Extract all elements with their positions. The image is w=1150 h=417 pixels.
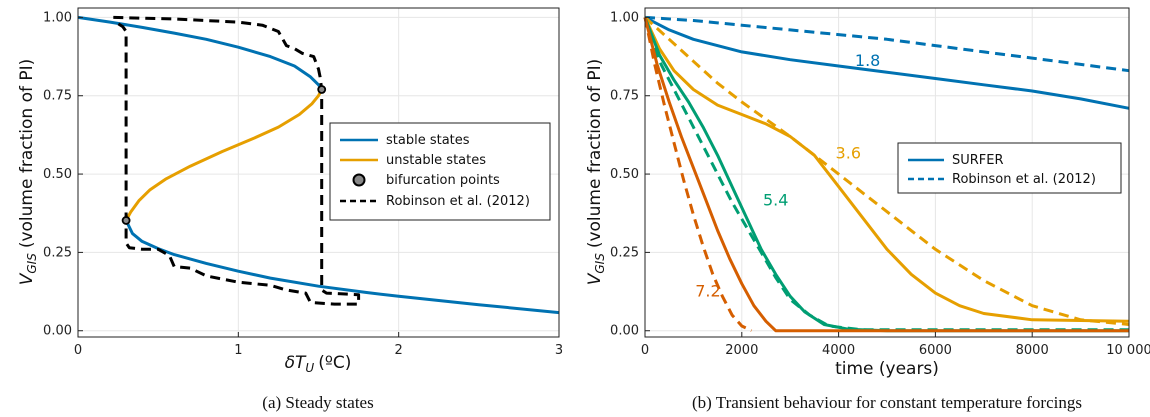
legend-a: stable states unstable states bifurcatio… [329, 122, 551, 221]
x-tick-label: 8000 [1016, 343, 1049, 358]
y-tick-label: 0.00 [43, 324, 72, 339]
series-line [124, 219, 560, 315]
legend-b: SURFER Robinson et al. (2012) [897, 142, 1122, 194]
legend-swatch-bifurcation [352, 173, 366, 187]
series-line-dashed [644, 15, 1130, 73]
x-tick-label: 0 [74, 343, 82, 358]
legend-label-bifurcation: bifurcation points [386, 173, 500, 188]
series-line [643, 16, 1130, 323]
forcing-annotations: 1.8 3.6 5.4 7.2 [695, 51, 880, 300]
forcing-label: 7.2 [695, 281, 720, 300]
series-b [643, 15, 1130, 333]
legend-label-stable: stable states [386, 133, 470, 148]
series-line [643, 17, 1129, 333]
bifurcation-point [317, 85, 327, 94]
legend-box-b [897, 142, 1122, 194]
y-tick-label: 0.25 [610, 245, 639, 260]
caption-b: (b) Transient behaviour for constant tem… [692, 393, 1082, 412]
x-tick-label: 2000 [725, 343, 758, 358]
chart-steady-states: 0 1 2 3 0.00 0.25 0.50 0.75 1.00 stable states u… [17, 7, 563, 412]
series-line-dashed [643, 17, 753, 333]
y-tick-label: 0.50 [610, 167, 639, 182]
y-tick-label: 0.50 [43, 167, 72, 182]
x-tick-label: 1 [234, 343, 242, 358]
x-tick-label: 2 [395, 343, 403, 358]
y-axis-label-b: VGIS(volume fraction of PI) [585, 59, 607, 286]
y-tick-label: 0.00 [610, 324, 639, 339]
series-line [124, 88, 324, 222]
y-tick-label: 0.75 [610, 89, 639, 104]
forcing-label: 5.4 [763, 190, 788, 209]
x-tick-label: 6000 [919, 343, 952, 358]
series-line [77, 15, 323, 91]
x-tick-label: 4000 [822, 343, 855, 358]
plot-frame-a [77, 7, 560, 338]
legend-label-robinson-a: Robinson et al. (2012) [386, 194, 530, 209]
x-tick-label: 10 000 [1106, 343, 1150, 358]
x-axis-label-a: δTU (ºC) [285, 353, 352, 375]
chart-transient: 0 2000 4000 6000 8000 10 000 0.00 0.25 0.50 0.75 1… [585, 7, 1150, 412]
y-tick-label: 1.00 [610, 10, 639, 25]
y-axis-label-a: VGIS(volume fraction of PI) [17, 59, 39, 286]
forcing-label: 1.8 [855, 51, 880, 70]
plot-frame-b [644, 7, 1130, 338]
caption-a: (a) Steady states [262, 393, 373, 412]
series-line-dashed [643, 16, 1129, 332]
series-a [77, 15, 560, 315]
grid-a [77, 8, 560, 337]
y-tick-label: 0.25 [43, 245, 72, 260]
y-tick-label: 0.75 [43, 89, 72, 104]
y-tick-label: 1.00 [43, 10, 72, 25]
bifurcation-point [121, 216, 131, 225]
x-tick-label: 0 [641, 343, 649, 358]
series-line-dashed [643, 16, 1130, 326]
series-line [644, 16, 1130, 110]
x-tick-label: 3 [555, 343, 563, 358]
series-line-dashed [113, 15, 361, 306]
legend-label-unstable: unstable states [386, 153, 486, 168]
forcing-label: 3.6 [836, 143, 861, 162]
legend-label-surfer: SURFER [952, 153, 1004, 168]
legend-label-robinson-b: Robinson et al. (2012) [952, 172, 1096, 187]
x-axis-label-b: time (years) [835, 359, 939, 379]
ticks-b: 0 2000 4000 6000 8000 10 000 0.00 0.25 0.50 0.75 1… [610, 10, 1150, 358]
